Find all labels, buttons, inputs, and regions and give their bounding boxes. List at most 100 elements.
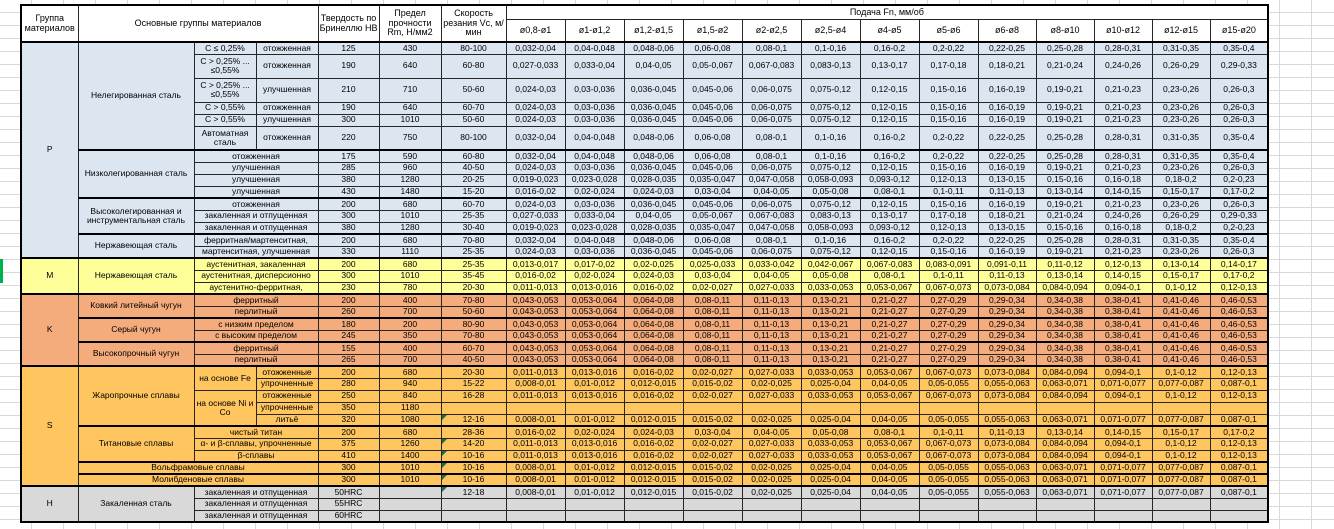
feed-cell[interactable]: 0,04-0,05	[859, 461, 920, 475]
feed-cell[interactable]: 0,043-0,053	[505, 353, 566, 367]
feed-cell[interactable]: 0,1-0,16	[800, 125, 861, 151]
feed-cell[interactable]	[564, 497, 625, 511]
header-diameter-col[interactable]: ø10-ø12	[1093, 19, 1153, 43]
feed-cell[interactable]: 0,053-0,064	[564, 341, 625, 355]
feed-cell[interactable]: 0,05-0,08	[800, 269, 861, 283]
feed-cell[interactable]: 0,26-0,3	[1209, 101, 1269, 115]
table-cell[interactable]: улучшенная	[193, 185, 319, 199]
feed-cell[interactable]: 0,02-0,024	[564, 185, 625, 199]
group-label-m[interactable]: M	[20, 257, 79, 295]
feed-cell[interactable]: 0,24-0,26	[1093, 209, 1153, 223]
feed-cell[interactable]: 0,22-0,25	[977, 41, 1037, 55]
table-cell[interactable]: отожженная	[193, 149, 319, 163]
feed-cell[interactable]	[977, 497, 1037, 511]
feed-cell[interactable]: 0,016-0,02	[505, 425, 566, 439]
table-cell[interactable]: 700	[378, 353, 442, 367]
feed-cell[interactable]: 0,08-0,1	[859, 185, 920, 199]
feed-cell[interactable]	[977, 509, 1037, 523]
table-cell[interactable]: 40-50	[440, 161, 507, 175]
feed-cell[interactable]: 0,26-0,3	[1209, 197, 1269, 211]
table-cell[interactable]: чистый титан	[193, 425, 319, 439]
feed-cell[interactable]: 0,053-0,067	[859, 365, 920, 379]
table-cell[interactable]: 70-80	[440, 329, 507, 343]
table-cell[interactable]: 200	[378, 317, 442, 331]
feed-cell[interactable]: 0,027-0,033	[741, 449, 802, 463]
feed-cell[interactable]: 0,028-0,035	[623, 173, 684, 187]
material-group[interactable]: Вольфрамовые сплавы	[77, 461, 319, 475]
feed-cell[interactable]: 0,077-0,087	[1151, 473, 1211, 487]
table-cell[interactable]: 285	[317, 161, 380, 175]
feed-cell[interactable]: 0,19-0,21	[1035, 101, 1095, 115]
feed-cell[interactable]: 0,043-0,053	[505, 329, 566, 343]
table-cell[interactable]: 1010	[378, 113, 442, 127]
feed-cell[interactable]: 0,013-0,016	[564, 437, 625, 451]
table-cell[interactable]: 1010	[378, 473, 442, 487]
feed-cell[interactable]: 0,071-0,077	[1093, 413, 1153, 427]
table-cell[interactable]: 680	[378, 197, 442, 211]
feed-cell[interactable]: 0,036-0,045	[623, 101, 684, 115]
header-diameter-col[interactable]: ø8-ø10	[1035, 19, 1095, 43]
feed-cell[interactable]: 0,02-0,025	[741, 461, 802, 475]
feed-cell[interactable]: 0,025-0,04	[800, 413, 861, 427]
header-diameter-col[interactable]: ø1,5-ø2	[682, 19, 743, 43]
feed-cell[interactable]: 0,045-0,06	[682, 197, 743, 211]
table-cell[interactable]: 380	[317, 173, 380, 187]
feed-cell[interactable]: 0,025-0,033	[682, 257, 743, 271]
feed-cell[interactable]: 0,11-0,13	[741, 305, 802, 319]
table-cell[interactable]: 350	[317, 401, 380, 415]
feed-cell[interactable]: 0,08-0,11	[682, 353, 743, 367]
feed-cell[interactable]: 0,035-0,047	[682, 173, 743, 187]
feed-cell[interactable]: 0,04-0,048	[564, 149, 625, 163]
feed-cell[interactable]: 0,08-0,11	[682, 305, 743, 319]
table-cell[interactable]: 400	[378, 293, 442, 307]
feed-cell[interactable]: 0,06-0,075	[741, 113, 802, 127]
table-cell[interactable]: литьё	[255, 413, 319, 427]
table-cell[interactable]: 190	[317, 101, 380, 115]
feed-cell[interactable]: 0,073-0,084	[977, 449, 1037, 463]
table-cell[interactable]: 25-35	[440, 245, 507, 259]
feed-cell[interactable]: 0,075-0,12	[800, 101, 861, 115]
material-group[interactable]: Высокопрочный чугун	[77, 341, 195, 367]
table-cell[interactable]: 40-50	[440, 353, 507, 367]
feed-cell[interactable]: 0,21-0,23	[1093, 245, 1153, 259]
feed-cell[interactable]: 0,008-0,01	[505, 377, 566, 391]
feed-cell[interactable]: 0,027-0,033	[505, 53, 566, 79]
feed-cell[interactable]: 0,055-0,063	[977, 413, 1037, 427]
feed-cell[interactable]: 0,15-0,16	[918, 245, 979, 259]
table-cell[interactable]: 1280	[378, 173, 442, 187]
table-cell[interactable]: упрочненные	[255, 377, 319, 391]
feed-cell[interactable]: 0,053-0,064	[564, 329, 625, 343]
feed-cell[interactable]: 0,1-0,12	[1151, 389, 1211, 403]
feed-cell[interactable]: 0,067-0,083	[741, 209, 802, 223]
feed-cell[interactable]: 0,055-0,063	[977, 461, 1037, 475]
feed-cell[interactable]: 0,21-0,27	[859, 305, 920, 319]
feed-cell[interactable]: 0,073-0,084	[977, 437, 1037, 451]
table-cell[interactable]: 28-36	[440, 425, 507, 439]
feed-cell[interactable]: 0,067-0,073	[918, 281, 979, 295]
feed-cell[interactable]: 0,093-0,12	[859, 173, 920, 187]
feed-cell[interactable]: 0,11-0,13	[741, 353, 802, 367]
feed-cell[interactable]: 0,13-0,21	[800, 329, 861, 343]
table-cell[interactable]: 330	[317, 245, 380, 259]
header-diameter-col[interactable]: ø0,8-ø1	[505, 19, 566, 43]
feed-cell[interactable]: 0,21-0,27	[859, 353, 920, 367]
feed-cell[interactable]: 0,13-0,14	[1151, 257, 1211, 271]
feed-cell[interactable]: 0,05-0,055	[918, 413, 979, 427]
header-feed-title[interactable]: Подача Fn, мм/об	[505, 4, 1269, 20]
feed-cell[interactable]	[1209, 497, 1269, 511]
feed-cell[interactable]: 0,02-0,027	[682, 389, 743, 403]
feed-cell[interactable]: 0,025-0,04	[800, 377, 861, 391]
feed-cell[interactable]: 0,075-0,12	[800, 197, 861, 211]
feed-cell[interactable]: 0,06-0,08	[682, 41, 743, 55]
feed-cell[interactable]: 0,03-0,04	[682, 185, 743, 199]
feed-cell[interactable]: 0,12-0,15	[859, 161, 920, 175]
feed-cell[interactable]: 0,18-0,2	[1151, 221, 1211, 235]
feed-cell[interactable]: 0,077-0,087	[1151, 377, 1211, 391]
table-cell[interactable]: 680	[378, 257, 442, 271]
table-cell[interactable]	[440, 497, 507, 511]
feed-cell[interactable]: 0,13-0,14	[1035, 185, 1095, 199]
feed-cell[interactable]: 0,21-0,27	[859, 317, 920, 331]
feed-cell[interactable]: 0,055-0,063	[977, 485, 1037, 499]
table-cell[interactable]: α- и β-сплавы, упрочненные	[193, 437, 319, 451]
table-cell[interactable]: 300	[317, 113, 380, 127]
